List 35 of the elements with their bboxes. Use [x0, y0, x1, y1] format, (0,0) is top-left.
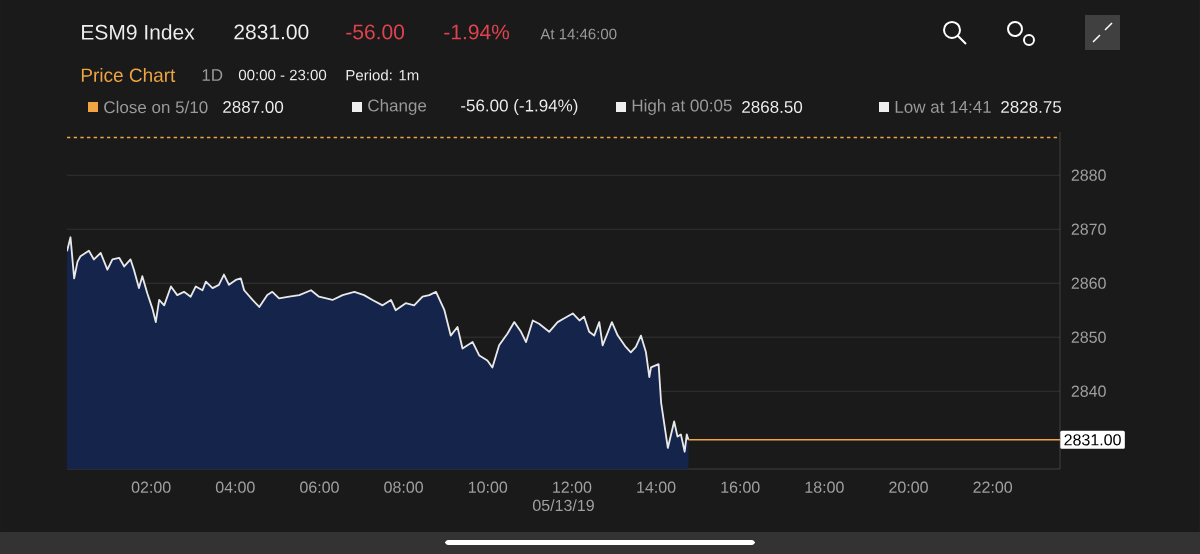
- text: 2831.00: [234, 24, 309, 40]
- x-tick-label: 12:00: [553, 481, 592, 493]
- y-tick-label: 2870: [1071, 223, 1106, 235]
- x-tick-label: 22:00: [973, 481, 1013, 493]
- x-tick-label: 14:00: [637, 481, 676, 493]
- ref-line-label: 2831.00: [1064, 434, 1121, 446]
- text: Low at 14:41: [895, 101, 991, 113]
- y-tick-label: 2850: [1071, 331, 1106, 343]
- text: -1.94%: [444, 24, 510, 40]
- text: 00:00 - 23:00: [238, 69, 327, 81]
- chart-title: ESM9 Index: [82, 24, 195, 40]
- text: 1D: [202, 69, 223, 81]
- y-tick-label: 2880: [1071, 169, 1106, 181]
- text: 2868.50: [742, 100, 803, 113]
- text: High at 00:05: [632, 99, 732, 115]
- text: At 14:46:00: [540, 28, 617, 40]
- text: Price Chart: [81, 68, 176, 82]
- x-tick-label: 02:00: [131, 481, 171, 493]
- x-axis-title: 05/13/19: [532, 499, 594, 512]
- text: 2887.00: [223, 100, 284, 113]
- text: 2828.75: [1001, 100, 1062, 113]
- text: Change: [368, 99, 427, 115]
- x-tick-label: 06:00: [300, 481, 339, 493]
- text: Period: 1m: [346, 69, 419, 81]
- x-tick-label: 04:00: [215, 481, 255, 493]
- x-tick-label: 20:00: [889, 481, 928, 493]
- y-tick-label: 2840: [1071, 385, 1106, 397]
- x-tick-label: 10:00: [468, 481, 508, 493]
- x-tick-label: 16:00: [721, 481, 760, 493]
- text: -56.00: [346, 24, 405, 40]
- x-tick-label: 08:00: [384, 481, 423, 493]
- x-tick-label: 18:00: [805, 481, 844, 493]
- y-tick-label: 2860: [1071, 277, 1106, 289]
- text: -56.00 (-1.94%): [461, 99, 578, 115]
- text: Close on 5/10: [104, 100, 208, 114]
